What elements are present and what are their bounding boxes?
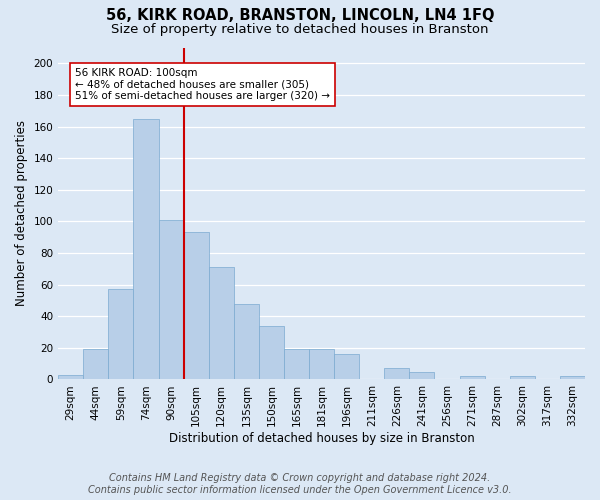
Bar xyxy=(560,376,585,380)
Bar xyxy=(284,350,309,380)
Bar xyxy=(259,326,284,380)
Bar xyxy=(133,118,158,380)
Bar xyxy=(309,350,334,380)
Bar xyxy=(158,220,184,380)
Bar xyxy=(83,350,109,380)
Bar xyxy=(209,267,234,380)
Bar xyxy=(510,376,535,380)
Text: 56, KIRK ROAD, BRANSTON, LINCOLN, LN4 1FQ: 56, KIRK ROAD, BRANSTON, LINCOLN, LN4 1F… xyxy=(106,8,494,22)
X-axis label: Distribution of detached houses by size in Branston: Distribution of detached houses by size … xyxy=(169,432,475,445)
Bar xyxy=(334,354,359,380)
Text: 56 KIRK ROAD: 100sqm
← 48% of detached houses are smaller (305)
51% of semi-deta: 56 KIRK ROAD: 100sqm ← 48% of detached h… xyxy=(75,68,330,101)
Y-axis label: Number of detached properties: Number of detached properties xyxy=(15,120,28,306)
Bar xyxy=(234,304,259,380)
Bar xyxy=(184,232,209,380)
Bar xyxy=(460,376,485,380)
Text: Size of property relative to detached houses in Branston: Size of property relative to detached ho… xyxy=(111,22,489,36)
Bar xyxy=(58,374,83,380)
Text: Contains HM Land Registry data © Crown copyright and database right 2024.
Contai: Contains HM Land Registry data © Crown c… xyxy=(88,474,512,495)
Bar xyxy=(109,290,133,380)
Bar xyxy=(409,372,434,380)
Bar xyxy=(385,368,409,380)
